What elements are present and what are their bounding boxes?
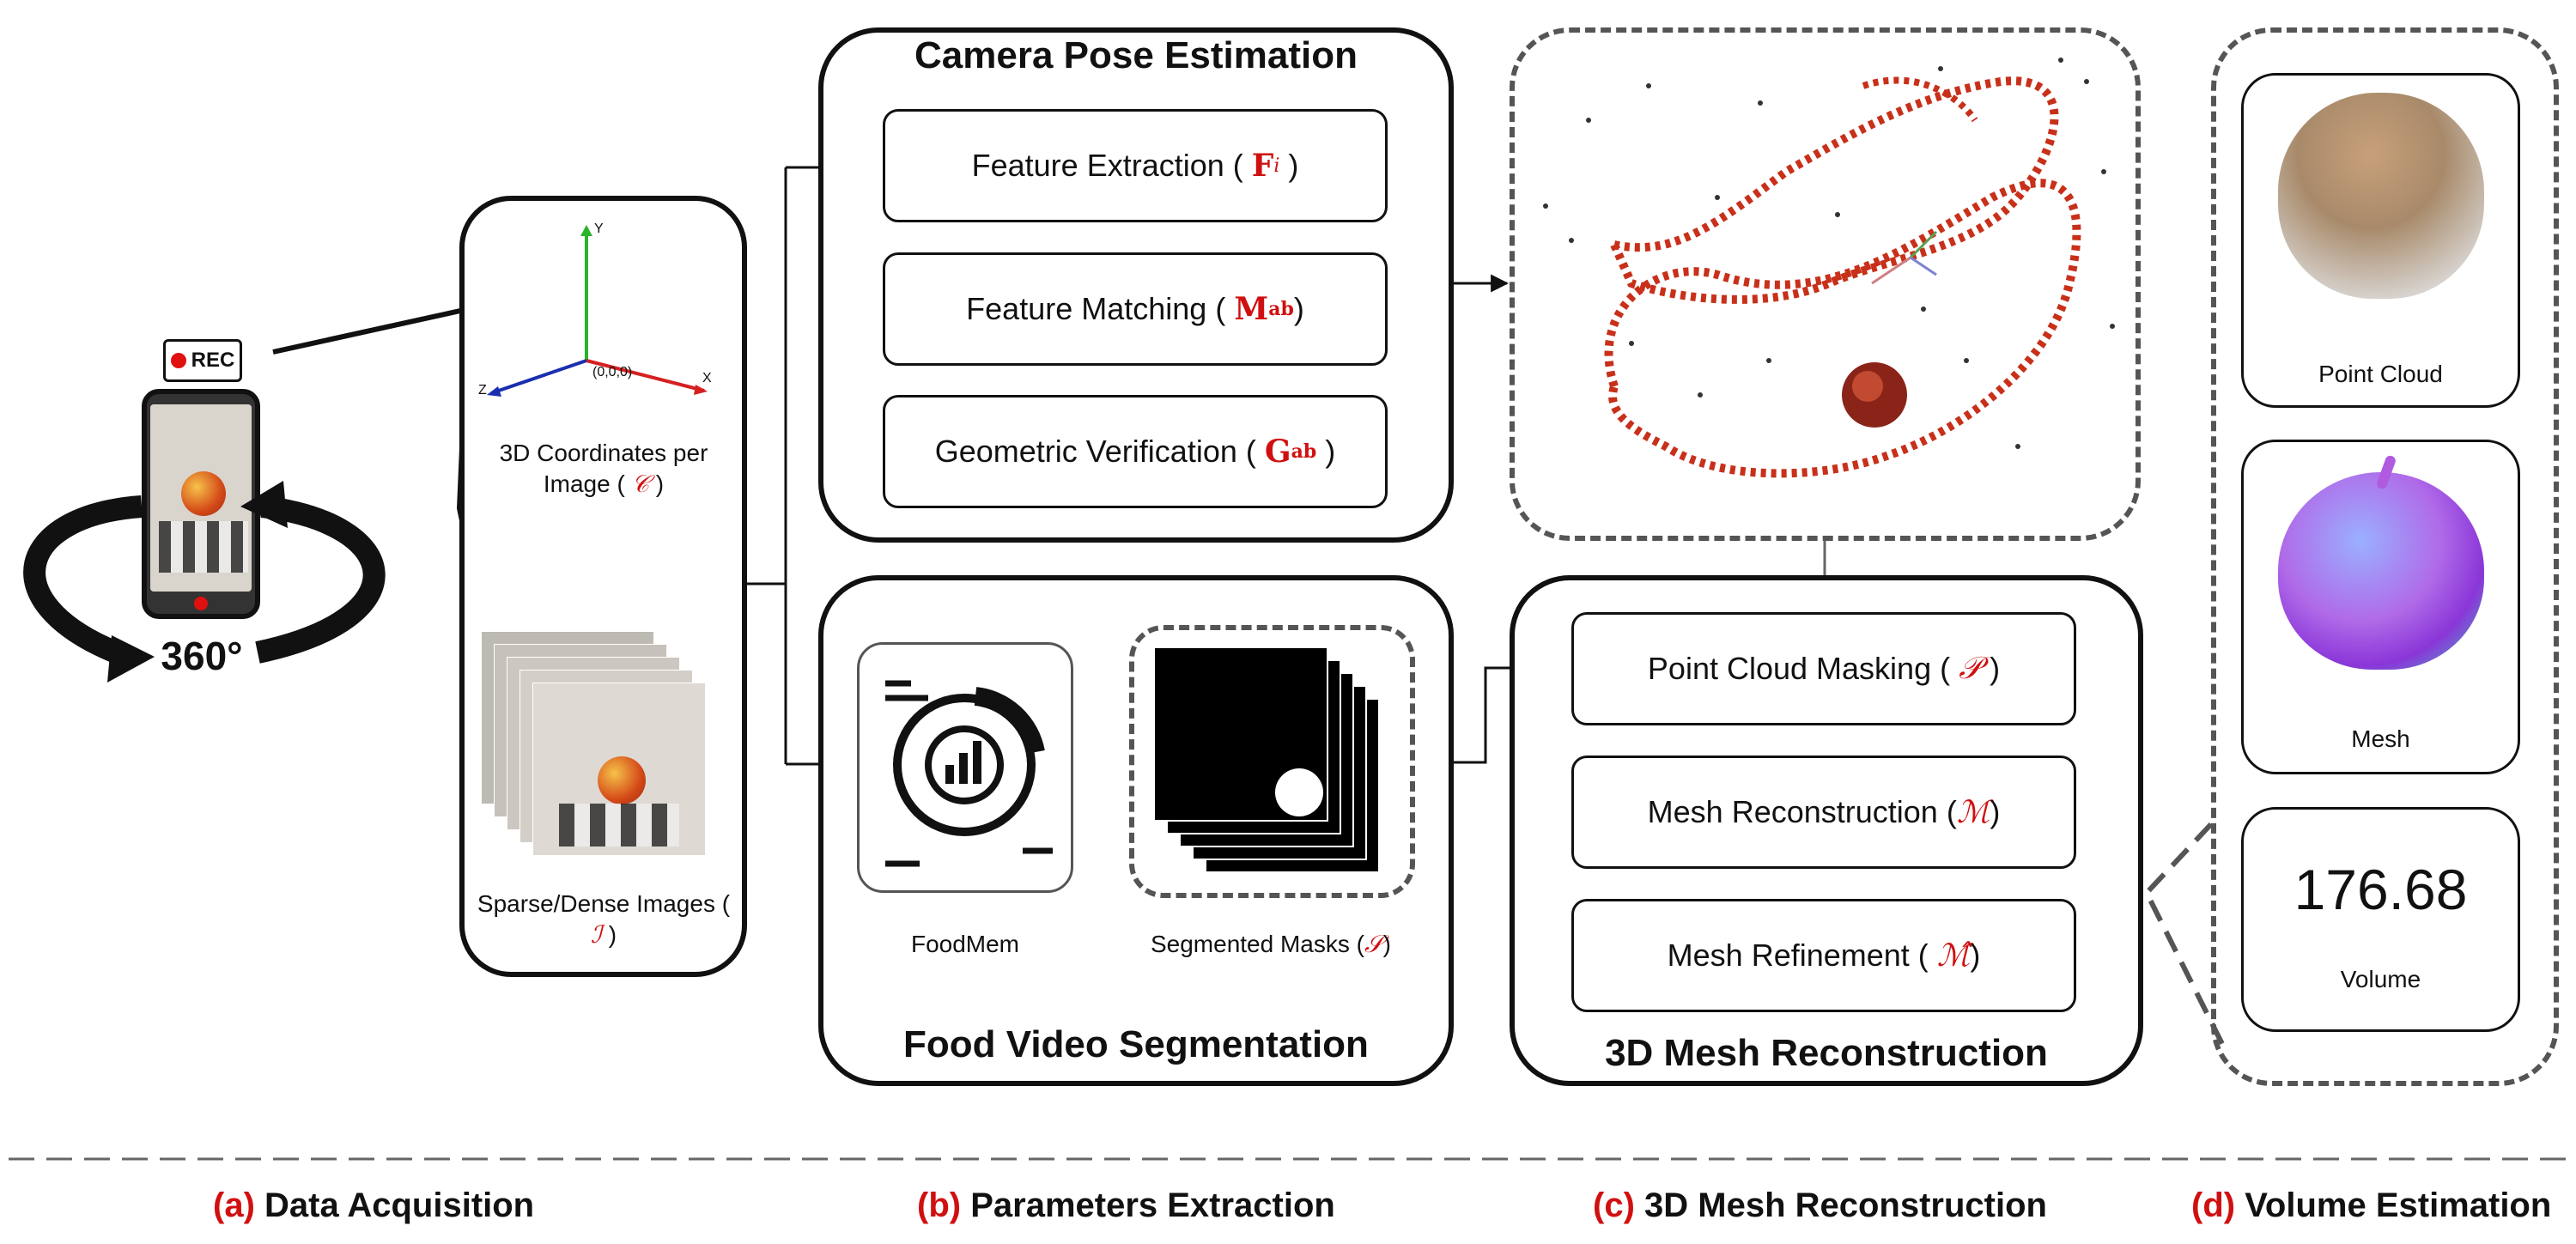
rec-indicator: REC [163,339,242,382]
section-label-c: (c) 3D Mesh Reconstruction [1593,1186,2047,1224]
mesh-reconstruction-box: Mesh Reconstruction (ℳ) [1571,756,2076,869]
mesh-refinement-box: Mesh Refinement ( ℳ̂) [1571,899,2076,1012]
volume-card: 176.68 Volume [2241,807,2520,1032]
masks-label: Segmented Masks (𝒮) [1150,930,1391,958]
axis-z-label: Z [478,383,487,397]
section-label-d: (d) Volume Estimation [2191,1186,2552,1224]
axis-y-label: Y [594,221,604,236]
coords-symbol: 𝒞 [631,470,650,499]
point-cloud-card: Point Cloud [2241,73,2520,408]
record-dot-icon [170,353,186,368]
foodmem-label: FoodMem [910,931,1020,957]
images-caption: Sparse/Dense Images ( ℐ ) [477,890,731,950]
image-stack [481,631,708,863]
point-cloud-frame [1510,27,2141,541]
apple-icon [181,471,226,516]
volume-panel [2211,27,2559,1086]
smartphone [142,389,260,619]
camera-pose-title: Camera Pose Estimation [914,34,1358,76]
stack-apple-icon [598,756,646,804]
mesh-label: Mesh [2351,725,2410,752]
point-cloud-masking-box: Point Cloud Masking ( 𝒫 ) [1571,612,2076,725]
phone-screen [150,404,252,592]
masks-symbol: 𝒮 [1364,930,1383,958]
point-cloud-label: Point Cloud [2318,361,2443,387]
mesh-card: Mesh [2241,440,2520,774]
section-label-b: (b) Parameters Extraction [917,1186,1335,1224]
origin-label: (0,0,0) [592,365,633,379]
foodmem-logo [857,642,1073,893]
chart-analytics-icon [885,680,1053,867]
rec-label: REC [191,349,235,372]
mesh-title: 3D Mesh Reconstruction [1605,1032,2048,1074]
mask-stack [1155,648,1387,880]
segmentation-title: Food Video Segmentation [903,1023,1369,1065]
rotation-label: 360° [161,634,243,678]
axis-x-label: X [702,371,712,385]
section-label-a: (a) Data Acquisition [213,1186,535,1224]
marker-board [159,521,248,573]
masks-container [1129,625,1415,898]
apple-mask-shape [1275,768,1323,816]
point-cloud-apple [2278,93,2484,299]
mesh-apple [2278,472,2484,670]
volume-label: Volume [2340,966,2421,992]
coords-caption: 3D Coordinates per Image ( 𝒞 ) [499,440,708,499]
volume-value: 176.68 [2293,858,2468,921]
images-symbol: ℐ [590,920,603,950]
